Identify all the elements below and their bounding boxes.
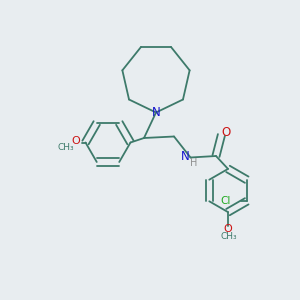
Text: N: N	[181, 150, 190, 163]
Text: O: O	[71, 136, 80, 146]
Text: Cl: Cl	[220, 196, 231, 206]
Text: O: O	[222, 126, 231, 139]
Text: CH₃: CH₃	[220, 232, 237, 241]
Text: N: N	[152, 106, 160, 119]
Text: H: H	[190, 158, 197, 168]
Text: O: O	[224, 224, 232, 234]
Text: CH₃: CH₃	[58, 143, 74, 152]
